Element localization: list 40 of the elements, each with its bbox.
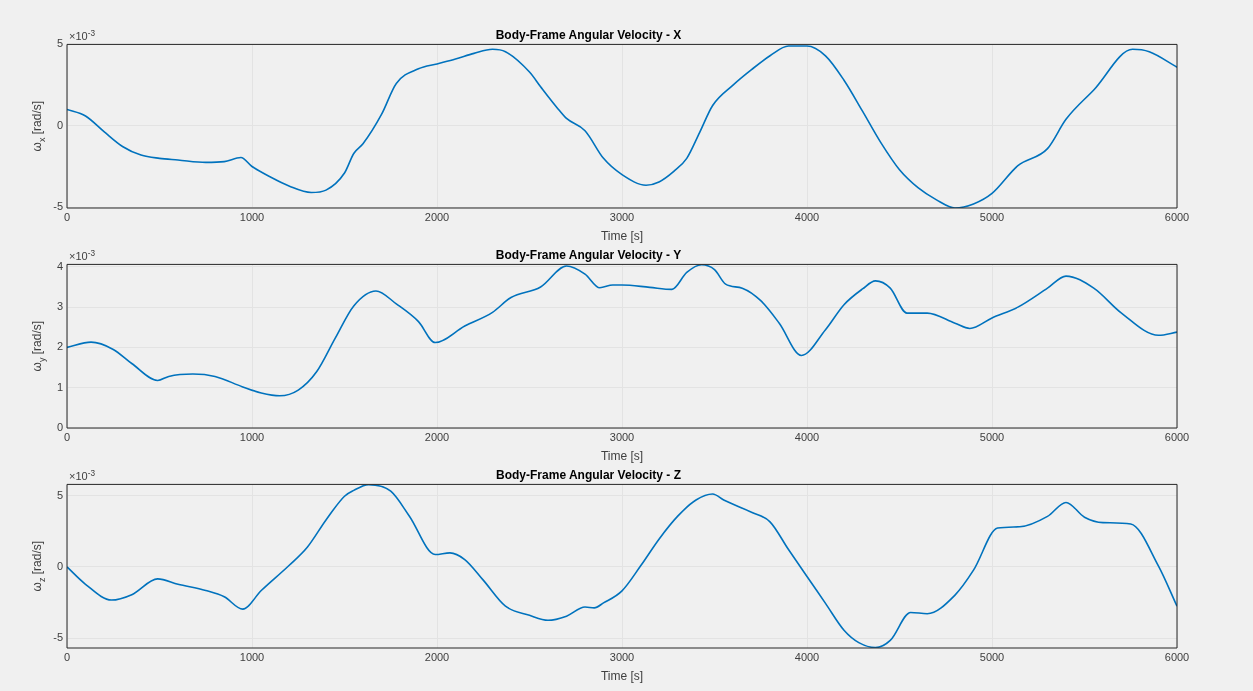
y-tick-label: 0 xyxy=(56,118,63,131)
x-tick-label: 6000 xyxy=(1164,430,1190,443)
y-tick-label: 4 xyxy=(56,259,63,272)
y-tick-label: 0 xyxy=(56,421,63,434)
x-axis-title: Time [s] xyxy=(600,449,644,464)
chart-title: Body-Frame Angular Velocity - Z xyxy=(496,467,681,482)
y-tick-label: 3 xyxy=(56,300,63,313)
y-axis-title: ωx [rad/s] xyxy=(30,100,48,152)
y-tick-label: -5 xyxy=(53,631,63,644)
x-tick-label: 4000 xyxy=(794,650,820,663)
x-tick-label: 6000 xyxy=(1164,650,1190,663)
x-tick-label: 4000 xyxy=(794,210,820,223)
x-tick-label: 6000 xyxy=(1164,210,1190,223)
y-tick-label: 1 xyxy=(56,380,63,393)
x-tick-label: 1000 xyxy=(239,210,265,223)
y-tick-label: 0 xyxy=(56,559,63,572)
x-tick-label: 3000 xyxy=(609,650,635,663)
x-tick-label: 3000 xyxy=(609,210,635,223)
x-tick-label: 2000 xyxy=(424,430,450,443)
y-axis-title: ωz [rad/s] xyxy=(30,540,48,592)
x-tick-label: 3000 xyxy=(609,430,635,443)
y-axis-title: ωy [rad/s] xyxy=(30,320,48,372)
y-tick-label: -5 xyxy=(53,200,63,213)
y-tick-label: 5 xyxy=(56,37,63,50)
x-tick-label: 1000 xyxy=(239,650,265,663)
chart-title: Body-Frame Angular Velocity - X xyxy=(495,27,682,42)
x-tick-label: 5000 xyxy=(979,430,1005,443)
x-tick-label: 5000 xyxy=(979,650,1005,663)
y-tick-label: 5 xyxy=(56,488,63,501)
x-axis-title: Time [s] xyxy=(600,229,644,244)
x-tick-label: 2000 xyxy=(424,650,450,663)
x-tick-label: 1000 xyxy=(239,430,265,443)
chart-title: Body-Frame Angular Velocity - Y xyxy=(495,247,682,262)
x-tick-label: 4000 xyxy=(794,430,820,443)
x-axis-title: Time [s] xyxy=(600,669,644,684)
y-tick-label: 2 xyxy=(56,340,63,353)
x-tick-label: 2000 xyxy=(424,210,450,223)
line-series xyxy=(67,45,1177,208)
x-tick-label: 5000 xyxy=(979,210,1005,223)
line-series xyxy=(67,484,1177,648)
